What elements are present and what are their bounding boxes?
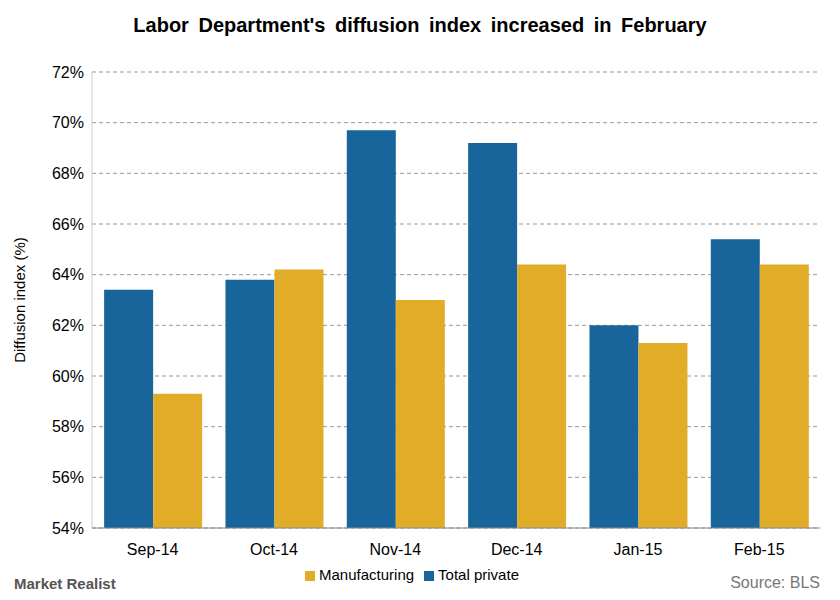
svg-text:64%: 64% xyxy=(52,266,84,283)
svg-text:Nov-14: Nov-14 xyxy=(370,541,422,558)
html-text:Market Realist: Market Realist xyxy=(14,575,116,592)
html-text:Source: BLS: Source: BLS xyxy=(730,574,820,591)
html-text:Labor Department's diffusion i: Labor Department's diffusion index incre… xyxy=(133,14,707,36)
svg-text:Sep-14: Sep-14 xyxy=(127,541,179,558)
svg-text:70%: 70% xyxy=(52,114,84,131)
svg-text:62%: 62% xyxy=(52,317,84,334)
svg-text:Oct-14: Oct-14 xyxy=(250,541,298,558)
svg-text:54%: 54% xyxy=(52,520,84,537)
svg-text:72%: 72% xyxy=(52,64,84,81)
svg-text:Jan-15: Jan-15 xyxy=(614,541,663,558)
svg-text:Dec-14: Dec-14 xyxy=(491,541,543,558)
svg-text:68%: 68% xyxy=(52,165,84,182)
html-text:Manufacturing: Manufacturing xyxy=(319,566,415,583)
svg-text:Diffusion index (%): Diffusion index (%) xyxy=(11,237,28,363)
svg-text:66%: 66% xyxy=(52,216,84,233)
html-text:Total private: Total private xyxy=(438,566,519,583)
svg-text:56%: 56% xyxy=(52,469,84,486)
svg-text:58%: 58% xyxy=(52,418,84,435)
svg-text:60%: 60% xyxy=(52,368,84,385)
svg-text:Feb-15: Feb-15 xyxy=(734,541,785,558)
